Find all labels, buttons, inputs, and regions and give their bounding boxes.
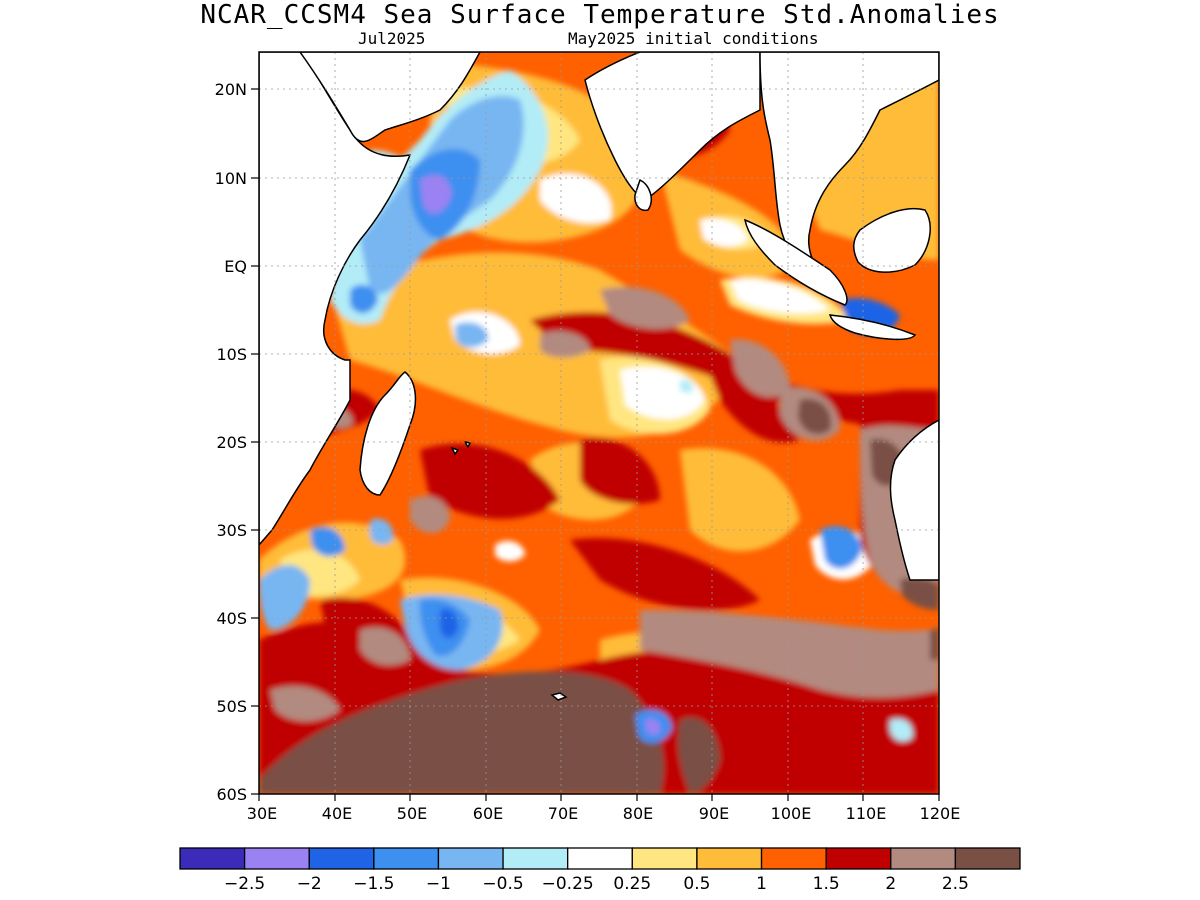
- map-frame: [258, 51, 940, 795]
- colorbar-label: −1.5: [353, 874, 394, 894]
- colorbar-label: 0.25: [613, 874, 651, 894]
- colorbar-label: 2: [885, 874, 896, 894]
- lat-label: 20N: [215, 80, 247, 99]
- lon-label: 70E: [548, 804, 578, 823]
- colorbar-label: −1: [426, 874, 451, 894]
- colorbar-swatch: [825, 847, 892, 870]
- lon-label: 50E: [397, 804, 427, 823]
- colorbar-label: 0.5: [683, 874, 710, 894]
- lat-label: 10S: [216, 345, 247, 364]
- colorbar-swatch: [954, 847, 1021, 870]
- lon-label: 120E: [920, 804, 961, 823]
- colorbar-swatch: [243, 847, 310, 870]
- valid-month-label: Jul2025: [358, 29, 426, 48]
- colorbar-swatch: [437, 847, 504, 870]
- lat-label: 40S: [216, 609, 247, 628]
- colorbar-label: 2.5: [942, 874, 969, 894]
- lat-label: 10N: [215, 169, 247, 188]
- lon-label: 90E: [699, 804, 729, 823]
- lat-label: EQ: [224, 257, 247, 276]
- lat-label: 30S: [216, 521, 247, 540]
- colorbar-swatch: [696, 847, 763, 870]
- lat-label: 20S: [216, 433, 247, 452]
- colorbar-label: 1.5: [813, 874, 840, 894]
- colorbar-label: −0.5: [482, 874, 523, 894]
- colorbar-swatch: [631, 847, 698, 870]
- lon-label: 30E: [247, 804, 277, 823]
- colorbar-label: −2: [297, 874, 322, 894]
- colorbar-swatch: [890, 847, 957, 870]
- lon-label: 60E: [473, 804, 503, 823]
- graticule: [259, 52, 939, 794]
- colorbar-label: −2.5: [224, 874, 265, 894]
- lon-label: 110E: [846, 804, 887, 823]
- lat-label: 50S: [216, 697, 247, 716]
- axis-ticks: [251, 88, 940, 801]
- colorbar-swatch: [567, 847, 633, 870]
- colorbar: −2.5 −2 −1.5 −1 −0.5 −0.25 0.25 0.5 1 1.5 2 2.5: [179, 847, 1021, 894]
- colorbar-label: −0.25: [542, 874, 594, 894]
- map-title: NCAR_CCSM4 Sea Surface Temperature Std.A…: [200, 0, 1000, 30]
- colorbar-label: 1: [756, 874, 767, 894]
- colorbar-swatch: [760, 847, 827, 870]
- colorbar-swatch: [502, 847, 569, 870]
- colorbar-swatch: [179, 847, 246, 870]
- colorbar-swatch: [308, 847, 375, 870]
- lon-label: 40E: [322, 804, 352, 823]
- colorbar-swatch: [373, 847, 440, 870]
- lon-label: 100E: [771, 804, 812, 823]
- sst-anomaly-field: [259, 52, 939, 794]
- initial-conditions-label: May2025 initial conditions: [568, 29, 819, 48]
- lat-label: 60S: [216, 785, 247, 804]
- lon-label: 80E: [623, 804, 653, 823]
